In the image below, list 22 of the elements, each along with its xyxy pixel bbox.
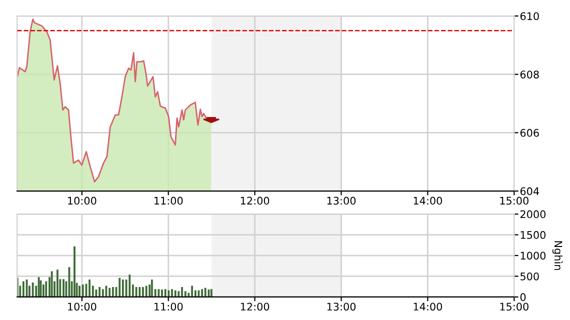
y-tick-label: 606	[520, 128, 539, 137]
x-tick-label: 13:00	[327, 302, 356, 311]
x-tick-label: 10:00	[68, 196, 96, 205]
x-tick-label: 13:00	[327, 196, 356, 205]
x-tick-label: 11:00	[154, 196, 183, 205]
x-tick-label: 10:00	[68, 302, 96, 311]
x-tick-label: 14:00	[414, 302, 442, 311]
y-tick-label: 1000	[520, 252, 546, 260]
x-tick-label: 11:00	[154, 302, 183, 311]
y-tick-label: 0	[520, 293, 526, 302]
y-tick-label: 2000	[520, 210, 546, 218]
y-tick-label: 608	[520, 70, 539, 78]
x-tick-label: 12:00	[240, 302, 270, 311]
x-tick-label: 15:00	[500, 196, 528, 205]
y-axis-title: Nghìn	[552, 241, 563, 270]
y-tick-label: 610	[520, 12, 539, 20]
y-tick-label: 500	[520, 272, 539, 280]
x-tick-label: 14:00	[414, 196, 442, 205]
x-tick-label: 15:00	[500, 302, 528, 311]
x-tick-label: 12:00	[240, 196, 270, 205]
y-tick-label: 604	[520, 187, 539, 196]
y-tick-label: 1500	[520, 231, 546, 239]
